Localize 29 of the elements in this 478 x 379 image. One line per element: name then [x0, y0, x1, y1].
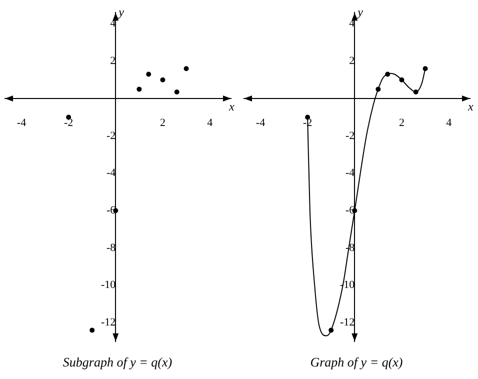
point — [146, 72, 152, 77]
point — [136, 86, 142, 92]
y-tick-label: -12 — [340, 316, 355, 329]
point — [174, 90, 180, 94]
y-tick-label: -2 — [345, 130, 355, 142]
text: Graph of y = q(x) — [310, 354, 403, 370]
y-tick-label: 2 — [349, 55, 355, 68]
y-tick-label: -4 — [106, 167, 116, 180]
x-tick-label: 4 — [207, 117, 214, 130]
x-axis-title: x — [467, 100, 474, 114]
point — [90, 328, 95, 333]
x-tick-label: 2 — [160, 117, 166, 130]
y-tick-label: -8 — [106, 242, 116, 254]
y-axis-title: y — [356, 4, 364, 19]
x-axis-title: x — [228, 100, 235, 114]
point — [184, 66, 189, 72]
y-tick-label: -10 — [100, 279, 116, 292]
x-tick-label: -2 — [64, 117, 74, 130]
x-tick-label: 2 — [398, 117, 404, 130]
x-tick-label: -4 — [16, 117, 27, 130]
point — [160, 77, 166, 82]
x-tick-label: -4 — [256, 117, 266, 130]
y-tick-label: -2 — [106, 130, 116, 142]
y-axis-title: y — [118, 4, 125, 19]
y-tick-label: -4 — [345, 167, 356, 180]
y-tick-label: 2 — [110, 55, 116, 68]
text: Subgraph of y = q(x) — [62, 354, 172, 370]
x-tick-label: 4 — [446, 117, 452, 130]
y-tick-label: -12 — [100, 316, 116, 329]
